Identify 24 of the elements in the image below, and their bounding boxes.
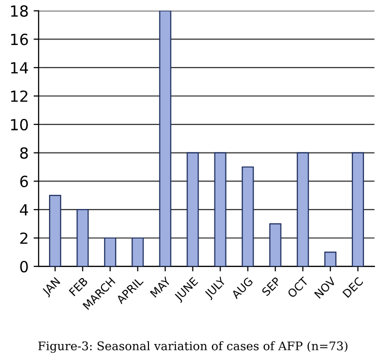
- bar: [132, 237, 144, 266]
- y-tick-label: 4: [20, 204, 28, 216]
- bar: [352, 152, 364, 266]
- bar: [214, 152, 226, 266]
- bar: [242, 166, 254, 266]
- bar: [104, 237, 116, 266]
- y-tick-label: 2: [20, 232, 28, 244]
- text: Figure-3: Seasonal variation of cases of AFP (n=73): [38, 341, 348, 353]
- y-tick-label: 16: [11, 34, 28, 46]
- y-tick-label: 0: [20, 260, 28, 272]
- y-tick-label: 8: [20, 147, 28, 159]
- y-tick-label: 18: [11, 5, 28, 17]
- bar: [76, 209, 89, 266]
- y-tick-label: 6: [20, 176, 28, 188]
- bar: [296, 152, 309, 266]
- bar: [269, 223, 282, 266]
- y-tick-label: 10: [11, 118, 28, 130]
- x-tick-label: SEP: [261, 276, 282, 296]
- bar: [159, 10, 172, 266]
- bar: [324, 252, 336, 266]
- bar: [186, 152, 199, 266]
- y-tick-label: 12: [11, 90, 28, 102]
- y-tick-label: 14: [11, 62, 28, 74]
- bar: [49, 194, 62, 266]
